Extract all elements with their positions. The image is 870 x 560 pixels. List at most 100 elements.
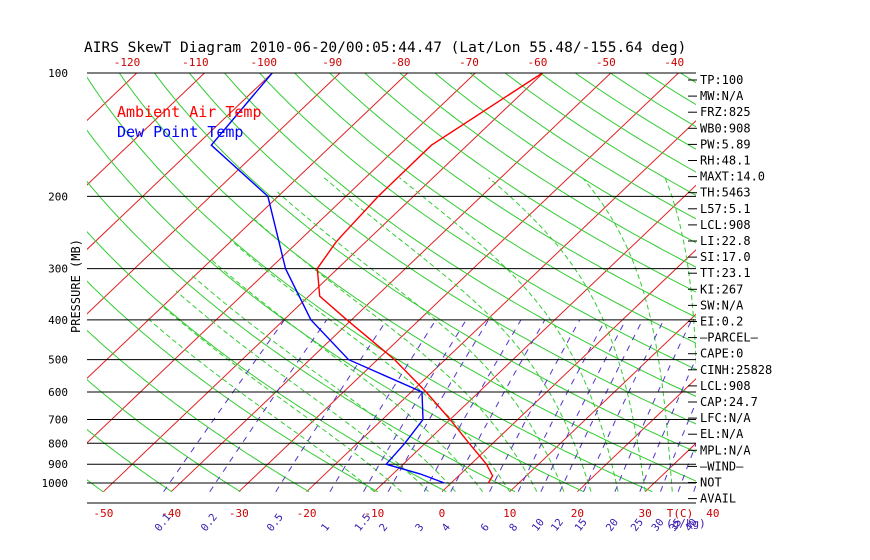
mixing-ratio-line	[583, 319, 665, 492]
dry-adiabat-line	[87, 230, 447, 493]
pressure-tick-label: 1000	[42, 477, 69, 490]
pressure-tick-label: 700	[48, 413, 68, 426]
isotherm-line	[781, 73, 870, 492]
top-tick-label: -120	[114, 56, 141, 69]
mixing-ratio-line	[614, 319, 693, 492]
dry-adiabat-line	[224, 73, 696, 397]
mixing-ratio-line	[329, 319, 437, 492]
mixing-ratio-line	[517, 319, 606, 492]
isotherm-line	[509, 313, 696, 493]
mixing-ratio-line	[559, 319, 644, 492]
bottom-tick-label: 20	[571, 507, 584, 520]
dry-adiabat-line	[87, 329, 310, 493]
dry-adiabat-line	[87, 129, 584, 493]
mixing-ratio-line	[423, 319, 522, 492]
isotherm-line	[170, 73, 612, 493]
dry-adiabat-line	[0, 73, 34, 492]
mixing-ratio-label: 12	[549, 516, 566, 533]
mixing-ratio-line	[489, 319, 581, 492]
isotherm-line	[644, 442, 696, 493]
isotherm-line	[0, 73, 69, 492]
mixing-ratio-label: 1	[319, 521, 332, 533]
legend: Ambient Air Temp Dew Point Temp	[117, 103, 262, 141]
index-label: EI:0.2	[700, 315, 743, 329]
dry-adiabat-line	[329, 73, 696, 318]
dry-adiabat-line	[645, 73, 696, 106]
dry-adiabat-line	[821, 73, 870, 492]
index-label: LCL:908	[700, 218, 751, 232]
mixing-ratio-line	[450, 319, 546, 492]
index-label: EL:N/A	[700, 427, 744, 441]
mixing-ratio-line	[163, 319, 285, 492]
bottom-tick-label: -10	[364, 507, 384, 520]
dry-adiabat-line	[364, 73, 696, 293]
top-tick-label: -60	[527, 56, 547, 69]
index-label: SW:N/A	[700, 298, 744, 312]
dry-adiabat-line	[87, 180, 516, 493]
moist-adiabat-line	[161, 305, 402, 493]
bottom-tick-label: -40	[161, 507, 181, 520]
top-tick-label: -100	[251, 56, 278, 69]
top-tick-label: -70	[459, 56, 479, 69]
profile-lines	[210, 73, 543, 484]
mixing-ratio-unit-label: (g/kg)	[666, 517, 706, 530]
bottom-tick-label: -30	[229, 507, 249, 520]
top-tick-label: -40	[664, 56, 684, 69]
index-label: MAXT:14.0	[700, 170, 765, 184]
index-label: MW:N/A	[700, 89, 744, 103]
index-label: FRZ:825	[700, 105, 751, 119]
index-label: CINH:25828	[700, 363, 772, 377]
mixing-ratio-label: 0.2	[199, 512, 220, 534]
pressure-tick-label: 100	[48, 67, 68, 80]
moist-adiabat-line	[229, 239, 511, 492]
pressure-tick-label: 900	[48, 458, 68, 471]
index-label: CAPE:0	[700, 347, 743, 361]
moist-adiabat-line	[399, 177, 619, 492]
background-lines	[0, 73, 870, 493]
index-label: TT:23.1	[700, 266, 751, 280]
index-label: TP:100	[700, 73, 743, 87]
index-label: –WIND–	[700, 459, 744, 473]
isotherm-line	[441, 249, 696, 493]
bottom-tick-label: -50	[93, 507, 113, 520]
moist-adiabat-line	[488, 177, 646, 492]
mixing-ratio-label: 2	[377, 521, 390, 533]
index-label: SI:17.0	[700, 250, 751, 264]
mixing-ratio-label: 3	[413, 521, 426, 533]
isotherm-line	[577, 378, 696, 493]
pressure-tick-label: 200	[48, 190, 68, 203]
pressure-tick-label: 600	[48, 386, 68, 399]
dry-adiabat-line	[154, 73, 696, 453]
dry-adiabat-line	[294, 73, 696, 344]
dry-adiabat-line	[87, 379, 241, 493]
pressure-tick-label: 400	[48, 314, 68, 327]
pressure-tick-label: 500	[48, 354, 68, 367]
bottom-tick-label: 0	[439, 507, 446, 520]
moist-adiabat-line	[190, 274, 456, 493]
mixing-ratio-line	[387, 319, 489, 492]
dry-adiabat-line	[751, 73, 870, 492]
index-label: LCL:908	[700, 379, 751, 393]
y-axis-label: PRESSURE (MB)	[69, 239, 83, 333]
bottom-tick-label: 40	[706, 507, 719, 520]
isotherm-line	[87, 73, 408, 380]
moist-adiabat-line	[175, 290, 429, 493]
isotherm-line	[87, 73, 476, 444]
dry-adiabat-line	[87, 76, 653, 493]
mixing-ratio-label: 6	[479, 521, 492, 533]
isotherm-line	[103, 73, 544, 493]
top-tick-label: -110	[182, 56, 209, 69]
top-tick-label: -50	[596, 56, 616, 69]
isotherm-line	[373, 184, 696, 493]
index-label: –PARCEL–	[700, 331, 759, 345]
moist-adiabat-line	[323, 177, 592, 492]
legend-ambient-air-temp: Ambient Air Temp	[117, 103, 262, 121]
moist-adiabat-line	[251, 217, 538, 492]
index-label: MPL:N/A	[700, 443, 751, 457]
isotherm-line	[0, 73, 1, 492]
bottom-tick-label: 10	[503, 507, 516, 520]
mixing-ratio-line	[363, 319, 467, 492]
indices-panel: TP:100 MW:N/A FRZ:825 WB0:908 PW:5.89 RH:48.1…	[688, 73, 772, 506]
index-label: CAP:24.7	[700, 395, 758, 409]
temperature-unit-label: T(C)	[667, 507, 694, 520]
